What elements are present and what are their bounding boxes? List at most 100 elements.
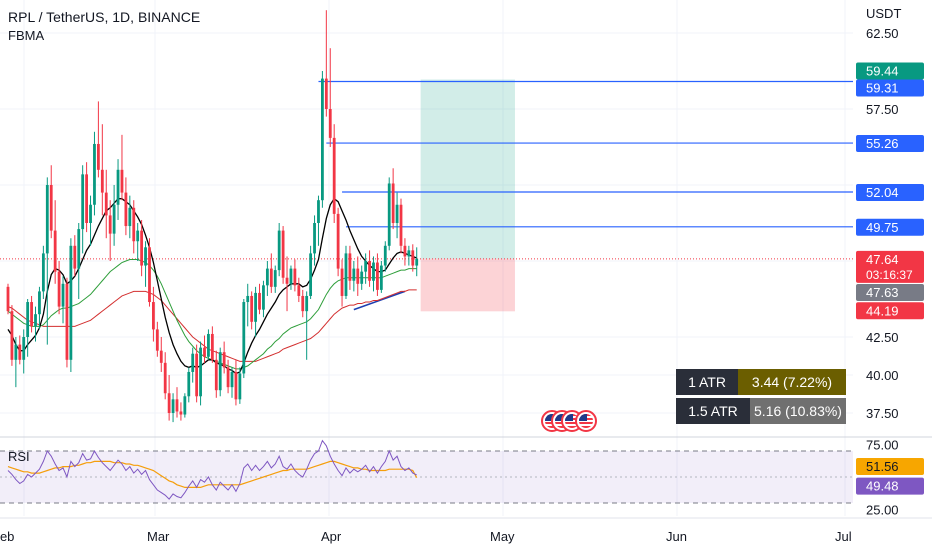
candle-body [14, 344, 18, 360]
candle-body [246, 295, 250, 303]
price-label-box [856, 250, 924, 283]
candle-body [254, 292, 257, 322]
candle-body [344, 253, 348, 296]
candle-body [69, 245, 73, 360]
candle-body [399, 204, 403, 246]
price-label-box [856, 302, 924, 320]
candle-body [49, 185, 53, 231]
candle-body [285, 277, 289, 284]
candle-body [340, 268, 344, 296]
stop-zone [420, 258, 515, 312]
price-label-text: 47.63 [866, 285, 899, 300]
candle-body [242, 302, 246, 374]
atr-key: 1.5 ATR [676, 398, 750, 424]
candle-body [336, 213, 340, 269]
candle-body [6, 286, 10, 312]
price-label-text: 44.19 [866, 303, 899, 318]
candle-body [317, 200, 320, 223]
rsi-tick-label: 25.00 [866, 503, 899, 518]
candle-body [387, 183, 391, 246]
price-tick-label: 37.50 [866, 406, 899, 421]
candle-body [73, 245, 77, 269]
us-flag-event-icon[interactable] [575, 410, 597, 432]
rsi-label-box [856, 477, 924, 495]
horizontal-levels [0, 80, 853, 311]
candle-body [262, 285, 265, 310]
countdown-text: 03:16:37 [866, 268, 913, 282]
candle-body [289, 268, 293, 284]
candle-body [108, 215, 112, 234]
candle-body [214, 359, 218, 391]
candle-body [57, 271, 61, 307]
price-label-text: 59.44 [866, 64, 899, 79]
candle-body [207, 333, 210, 357]
candle-body [81, 174, 85, 230]
candle-body [136, 230, 140, 242]
price-tick-label: 62.50 [866, 26, 899, 41]
candle-body [379, 265, 383, 290]
candle-body [124, 192, 128, 227]
candle-body [38, 291, 41, 315]
atr-value: 3.44 (7.22%) [738, 369, 846, 395]
candle-body [313, 223, 316, 254]
price-tick-label: 42.50 [866, 330, 899, 345]
candle-body [148, 247, 151, 303]
candle-body [273, 270, 277, 287]
candle-body [332, 137, 336, 214]
candle-body [93, 143, 96, 205]
candle-body [96, 143, 100, 170]
indicator-label: FBMA [8, 28, 45, 43]
time-axis: Feb Mar Apr May Jun Jul [0, 517, 932, 544]
price-axis: USDT 62.50 57.50 42.50 40.00 37.50 75.00 25.00 5… [856, 6, 924, 518]
time-tick-label: Jul [835, 529, 852, 544]
candle-body [415, 258, 419, 266]
candle-body [411, 250, 415, 266]
time-tick-label: May [490, 529, 515, 544]
candle-body [167, 393, 171, 413]
price-label-box [856, 284, 924, 302]
price-label-box [856, 62, 924, 80]
atr-row: 1.5 ATR 5.16 (10.83%) [676, 398, 846, 424]
candle-body [26, 302, 30, 337]
candle-body [383, 245, 387, 266]
rsi-line [7, 439, 417, 500]
atr-row: 1 ATR 3.44 (7.22%) [676, 369, 846, 395]
candle-body [187, 371, 191, 397]
candle-body [132, 207, 136, 242]
atr-key: 1 ATR [676, 369, 738, 395]
candle-body [395, 204, 399, 223]
candle-body [360, 271, 364, 284]
candle-body [321, 78, 324, 201]
price-tick-label: 57.50 [866, 102, 899, 117]
candle-body [293, 268, 297, 286]
candle-body [269, 268, 273, 287]
price-label-box [856, 79, 924, 97]
candle-body [53, 230, 57, 272]
time-tick-label: Jun [666, 529, 687, 544]
candle-body [171, 399, 175, 413]
candle-body [41, 253, 45, 292]
chart-title: RPL / TetherUS, 1D, BINANCE [8, 9, 201, 25]
candle-body [328, 109, 332, 138]
candles [6, 10, 419, 423]
candle-body [301, 295, 305, 312]
candle-body [100, 169, 104, 193]
candle-body [281, 230, 285, 278]
candle-body [85, 174, 88, 223]
candle-body [89, 204, 92, 223]
price-label-text: 47.64 [866, 252, 899, 267]
candle-body [183, 396, 187, 415]
rsi-pane [0, 436, 932, 504]
candle-body [391, 183, 395, 223]
price-tick-label: 40.00 [866, 368, 899, 383]
candle-body [116, 169, 120, 205]
candle-body [250, 295, 254, 322]
candle-body [305, 295, 309, 312]
candle-body [348, 253, 352, 281]
candle-body [77, 229, 81, 269]
candle-body [218, 352, 222, 391]
candle-body [191, 353, 195, 372]
candle-body [104, 192, 108, 216]
candle-body [352, 268, 356, 281]
